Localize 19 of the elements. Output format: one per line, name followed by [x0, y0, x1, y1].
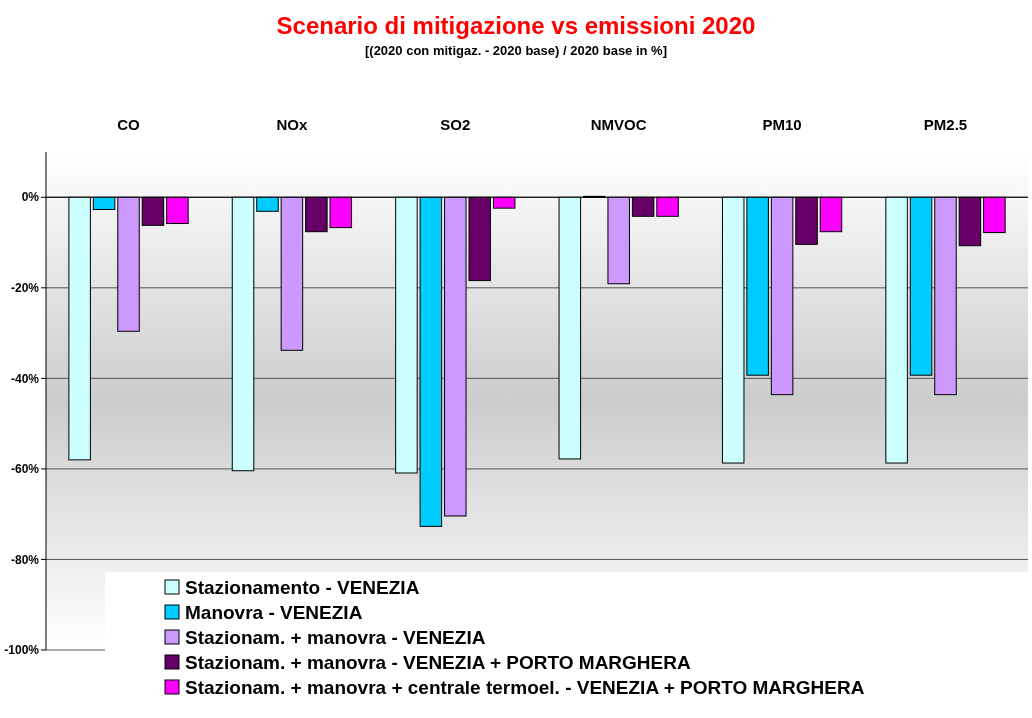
chart-title: Scenario di mitigazione vs emissioni 2020	[276, 12, 756, 39]
x-tick-label: PM10	[762, 116, 802, 133]
chart-subtitle: [(2020 con mitigaz. - 2020 base) / 2020 base in %]	[364, 43, 668, 58]
x-tick-label: SO2	[440, 116, 471, 133]
x-tick-label: CO	[117, 116, 141, 133]
y-tick-label: 0%	[21, 190, 40, 205]
x-tick-label: NMVOC	[590, 116, 647, 133]
x-tick-label: NOx	[276, 116, 308, 133]
y-tick-label: -100%	[4, 643, 40, 658]
legend-label: Manovra - VENEZIA	[185, 601, 363, 623]
x-tick-label: PM2.5	[923, 116, 968, 133]
legend-label: Stazionam. + manovra - VENEZIA + PORTO MARGHERA	[185, 651, 691, 673]
y-tick-label: -60%	[10, 462, 40, 477]
y-tick-label: -40%	[10, 371, 40, 386]
y-tick-label: -80%	[10, 552, 40, 567]
legend-label: Stazionamento - VENEZIA	[185, 576, 420, 598]
legend-label: Stazionam. + manovra + centrale termoel. - VENEZIA + PORTO MARGHERA	[185, 676, 865, 698]
legend-label: Stazionam. + manovra - VENEZIA	[185, 626, 486, 648]
y-tick-label: -20%	[10, 281, 40, 296]
